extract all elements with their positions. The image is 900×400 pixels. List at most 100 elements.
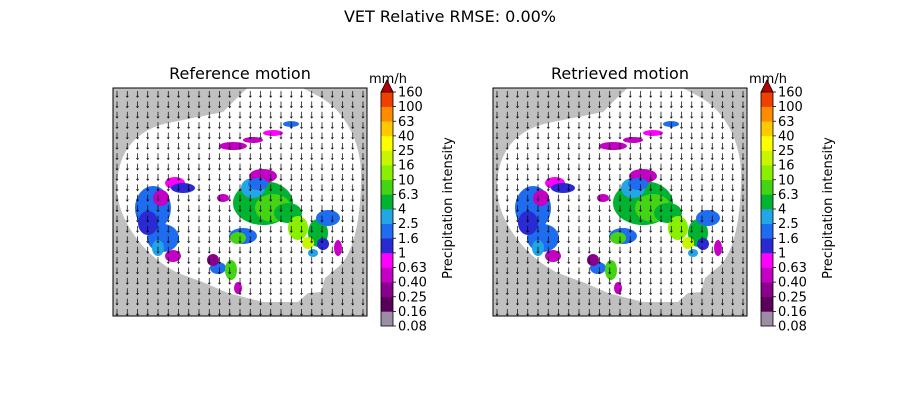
motion-arrow-head (248, 126, 252, 130)
motion-arrow-head (608, 116, 612, 119)
motion-arrow-head (207, 251, 211, 254)
motion-arrow-head (146, 199, 150, 202)
motion-arrow-head (505, 292, 509, 296)
motion-arrow-head (351, 303, 355, 306)
motion-arrow-head (598, 178, 601, 181)
motion-arrow-head (587, 209, 591, 213)
motion-arrow-head (516, 178, 519, 181)
motion-arrow-head (546, 95, 550, 98)
motion-arrow-head (238, 261, 242, 264)
motion-vectors (115, 91, 365, 316)
motion-arrow-head (526, 95, 530, 98)
precip-patch (545, 250, 561, 262)
motion-arrow-head (218, 178, 221, 181)
motion-arrow-head (166, 199, 170, 202)
motion-arrow-head (516, 251, 519, 254)
motion-arrow-head (320, 220, 324, 223)
colorbar-extend-arrow (380, 79, 394, 93)
colorbar-tick-label: 16 (778, 159, 795, 174)
motion-arrow-head (598, 240, 601, 244)
motion-arrow-head (166, 272, 170, 275)
motion-arrow-head (259, 251, 262, 254)
motion-arrow-head (238, 313, 242, 316)
motion-arrow-head (125, 189, 129, 192)
motion-arrow-head (557, 313, 560, 316)
motion-arrow-head (505, 261, 509, 264)
motion-arrow-head (516, 106, 519, 109)
motion-arrow-head (115, 116, 119, 119)
motion-arrow-head (700, 209, 704, 213)
colorbar-segment (381, 121, 393, 137)
motion-arrow-head (269, 220, 273, 223)
motion-arrow-head (228, 116, 232, 119)
colorbar-segment (761, 238, 773, 254)
motion-arrow-head (248, 199, 252, 202)
motion-arrow-head (546, 157, 550, 161)
motion-arrow-head (495, 189, 499, 192)
precip-patch (696, 210, 720, 226)
motion-arrow-head (721, 292, 724, 296)
motion-arrow-head (197, 189, 201, 192)
motion-arrow-head (310, 209, 314, 213)
motion-arrow-head (166, 116, 170, 119)
motion-arrow-head (649, 272, 653, 275)
motion-arrow-head (187, 230, 191, 233)
motion-arrow-head (207, 106, 211, 109)
motion-arrow-head (289, 168, 293, 171)
motion-arrow-head (136, 209, 139, 213)
precip-patch (643, 130, 663, 136)
motion-arrow-head (495, 157, 499, 161)
motion-arrow-head (351, 272, 355, 275)
motion-arrow-head (166, 292, 170, 296)
motion-arrow-head (310, 230, 314, 233)
motion-arrow-head (115, 272, 119, 275)
motion-arrow-head (228, 95, 232, 98)
motion-arrow-head (166, 230, 170, 233)
panel-retrieved-motion: Retrieved motion 0.080.160.250.400.6311.… (492, 64, 836, 335)
motion-arrow-head (330, 209, 334, 213)
motion-arrow-head (125, 282, 129, 285)
motion-arrow-head (166, 313, 170, 316)
colorbar-tick-label: 40 (778, 129, 795, 144)
motion-arrow-head (228, 126, 232, 130)
motion-arrow-head (248, 189, 252, 192)
motion-arrow-head (136, 95, 139, 98)
colorbar-tick-label: 10 (778, 173, 795, 188)
motion-arrow-head (628, 251, 632, 254)
motion-arrow-head (690, 313, 694, 316)
motion-arrow-head (289, 116, 293, 119)
motion-arrow-head (248, 147, 252, 150)
motion-arrow-head (618, 178, 622, 181)
motion-arrow-head (546, 240, 550, 244)
motion-arrow-head (136, 168, 139, 171)
motion-arrow-head (310, 178, 314, 181)
motion-arrow-head (279, 261, 283, 264)
motion-arrow-head (156, 178, 160, 181)
motion-arrow-head (310, 147, 314, 150)
motion-arrow-head (639, 116, 642, 119)
motion-arrow-head (177, 261, 180, 264)
motion-arrow-head (649, 220, 653, 223)
motion-arrow-head (238, 282, 242, 285)
motion-arrow-head (628, 261, 632, 264)
motion-arrow-head (248, 116, 252, 119)
motion-arrow-head (310, 116, 314, 119)
motion-arrow-head (300, 116, 303, 119)
motion-arrow-head (700, 157, 704, 161)
motion-arrow-head (505, 168, 509, 171)
motion-arrow-head (300, 251, 303, 254)
motion-arrow-head (259, 261, 262, 264)
motion-arrow-head (495, 230, 499, 233)
motion-arrow-head (546, 220, 550, 223)
motion-arrow-head (741, 220, 745, 223)
motion-arrow-head (166, 168, 170, 171)
motion-arrow-head (125, 220, 129, 223)
motion-arrow-head (361, 230, 365, 233)
motion-arrow-head (248, 240, 252, 244)
motion-arrow-head (690, 137, 694, 140)
motion-arrow-head (536, 168, 540, 171)
motion-arrow-head (669, 240, 673, 244)
motion-arrow-head (546, 199, 550, 202)
motion-arrow-head (669, 220, 673, 223)
motion-arrow-head (197, 251, 201, 254)
